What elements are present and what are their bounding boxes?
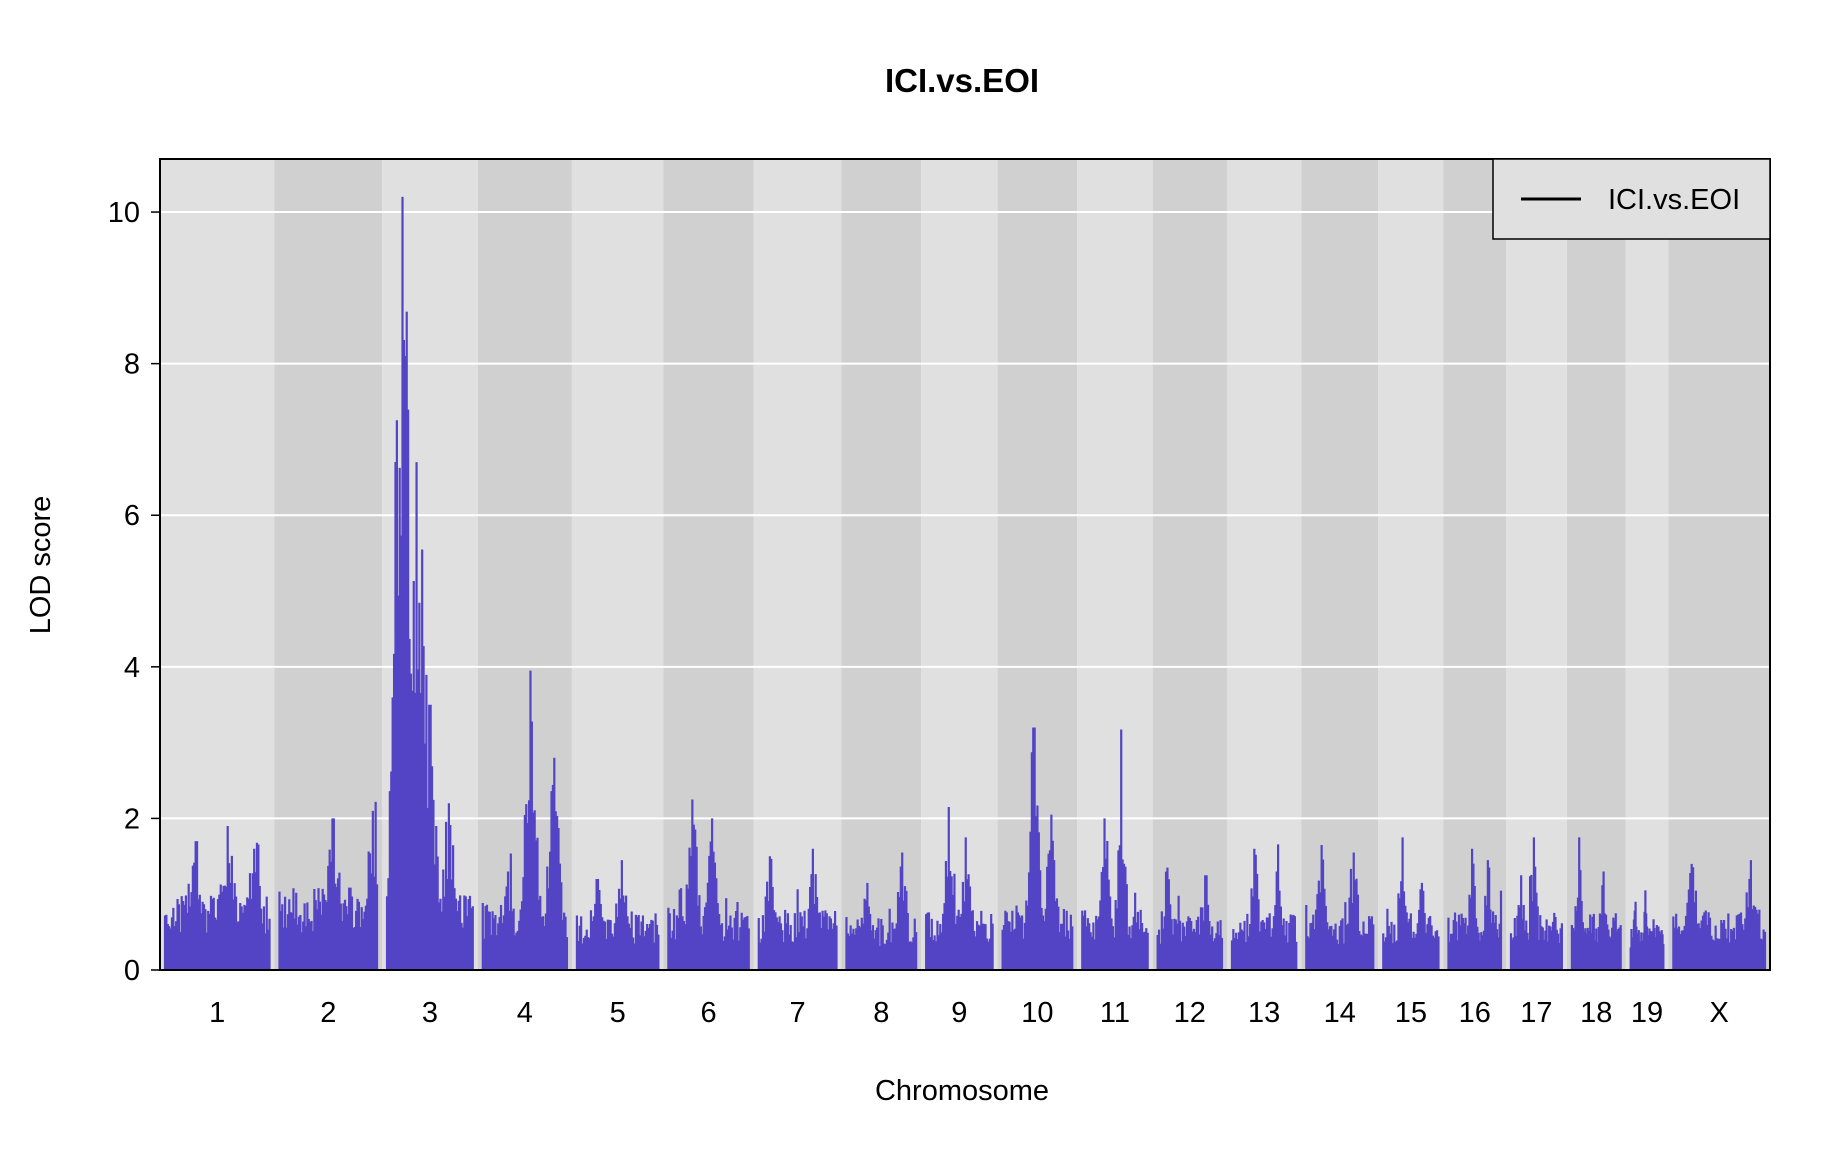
series-line-chr-9 xyxy=(925,807,994,970)
band-chr-9 xyxy=(921,159,998,970)
x-tick-label-chr-14: 14 xyxy=(1324,997,1356,1029)
band-chr-2 xyxy=(274,159,383,970)
x-tick-label-chr-9: 9 xyxy=(951,997,967,1029)
x-tick-label-chr-16: 16 xyxy=(1459,997,1491,1029)
y-tick-label-8: 8 xyxy=(124,349,140,381)
legend-entry-label: ICI.vs.EOI xyxy=(1608,184,1740,216)
y-tick-label-2: 2 xyxy=(124,803,140,835)
y-tick-label-6: 6 xyxy=(124,500,140,532)
series-line-chr-8 xyxy=(845,852,918,970)
band-chr-17 xyxy=(1505,159,1567,970)
series-line-chr-14 xyxy=(1305,844,1375,970)
series-line-chr-17 xyxy=(1509,837,1563,970)
band-chr-5 xyxy=(571,159,664,970)
series-line-chr-15 xyxy=(1382,837,1440,970)
band-chr-18 xyxy=(1566,159,1626,970)
x-tick-label-chr-19: 19 xyxy=(1631,997,1663,1029)
band-chr-15 xyxy=(1378,159,1444,970)
band-chr-14 xyxy=(1301,159,1379,970)
y-tick-label-10: 10 xyxy=(108,197,140,229)
band-chr-X xyxy=(1668,159,1770,970)
chromosome-bands xyxy=(160,159,1770,970)
series-line-chr-7 xyxy=(757,848,838,970)
chart-title: ICI.vs.EOI xyxy=(885,62,1039,99)
y-tick-label-4: 4 xyxy=(124,652,140,684)
band-chr-7 xyxy=(753,159,842,970)
band-chr-6 xyxy=(663,159,754,970)
x-tick-label-chr-18: 18 xyxy=(1580,997,1612,1029)
series-line-chr-18 xyxy=(1570,837,1622,970)
x-tick-label-chr-12: 12 xyxy=(1174,997,1206,1029)
series-layer xyxy=(163,196,1767,970)
series-line-chr-16 xyxy=(1447,848,1503,970)
plot-border xyxy=(159,158,1771,971)
series-line-chr-3 xyxy=(385,196,474,970)
x-tick-label-chr-4: 4 xyxy=(517,997,533,1029)
band-chr-13 xyxy=(1226,159,1302,970)
band-chr-19 xyxy=(1625,159,1669,970)
series-line-chr-6 xyxy=(667,799,750,970)
legend: ICI.vs.EOI xyxy=(1492,158,1771,240)
series-line-chr-4 xyxy=(481,670,569,970)
band-chr-11 xyxy=(1077,159,1153,970)
x-tick-label-chr-17: 17 xyxy=(1520,997,1552,1029)
series-line-chr-11 xyxy=(1081,729,1149,970)
band-chr-16 xyxy=(1443,159,1506,970)
x-tick-label-chr-6: 6 xyxy=(701,997,717,1029)
series-line-chr-12 xyxy=(1156,867,1224,970)
band-chr-12 xyxy=(1152,159,1227,970)
band-chr-1 xyxy=(160,159,275,970)
x-tick-label-chr-2: 2 xyxy=(320,997,336,1029)
x-tick-label-chr-5: 5 xyxy=(610,997,626,1029)
band-chr-8 xyxy=(841,159,922,970)
series-line-chr-5 xyxy=(575,860,660,970)
series-line-chr-19 xyxy=(1629,890,1665,970)
x-tick-label-chr-X: X xyxy=(1710,997,1729,1029)
x-tick-label-chr-15: 15 xyxy=(1395,997,1427,1029)
y-axis: 0 2 4 6 8 10 xyxy=(108,197,160,987)
series-line-chr-2 xyxy=(278,801,379,970)
series-line-chr-10 xyxy=(1001,727,1074,970)
y-axis-label: LOD score xyxy=(25,496,57,635)
series-line-chr-13 xyxy=(1230,844,1298,970)
series-line-chr-1 xyxy=(163,825,271,970)
x-tick-label-chr-7: 7 xyxy=(790,997,806,1029)
x-tick-label-chr-13: 13 xyxy=(1248,997,1280,1029)
x-tick-label-chr-11: 11 xyxy=(1100,997,1130,1029)
x-tick-label-chr-10: 10 xyxy=(1021,997,1053,1029)
y-tick-label-0: 0 xyxy=(124,955,140,987)
x-axis-label: Chromosome xyxy=(875,1075,1049,1107)
x-tick-label-chr-8: 8 xyxy=(873,997,889,1029)
x-tick-label-chr-3: 3 xyxy=(422,997,438,1029)
x-tick-label-chr-1: 1 xyxy=(209,997,225,1029)
x-axis: 1 2 3 4 5 6 7 8 9 10 11 12 13 14 15 16 17 18 19 X xyxy=(209,997,1729,1029)
series-line-chr-X xyxy=(1672,860,1767,970)
